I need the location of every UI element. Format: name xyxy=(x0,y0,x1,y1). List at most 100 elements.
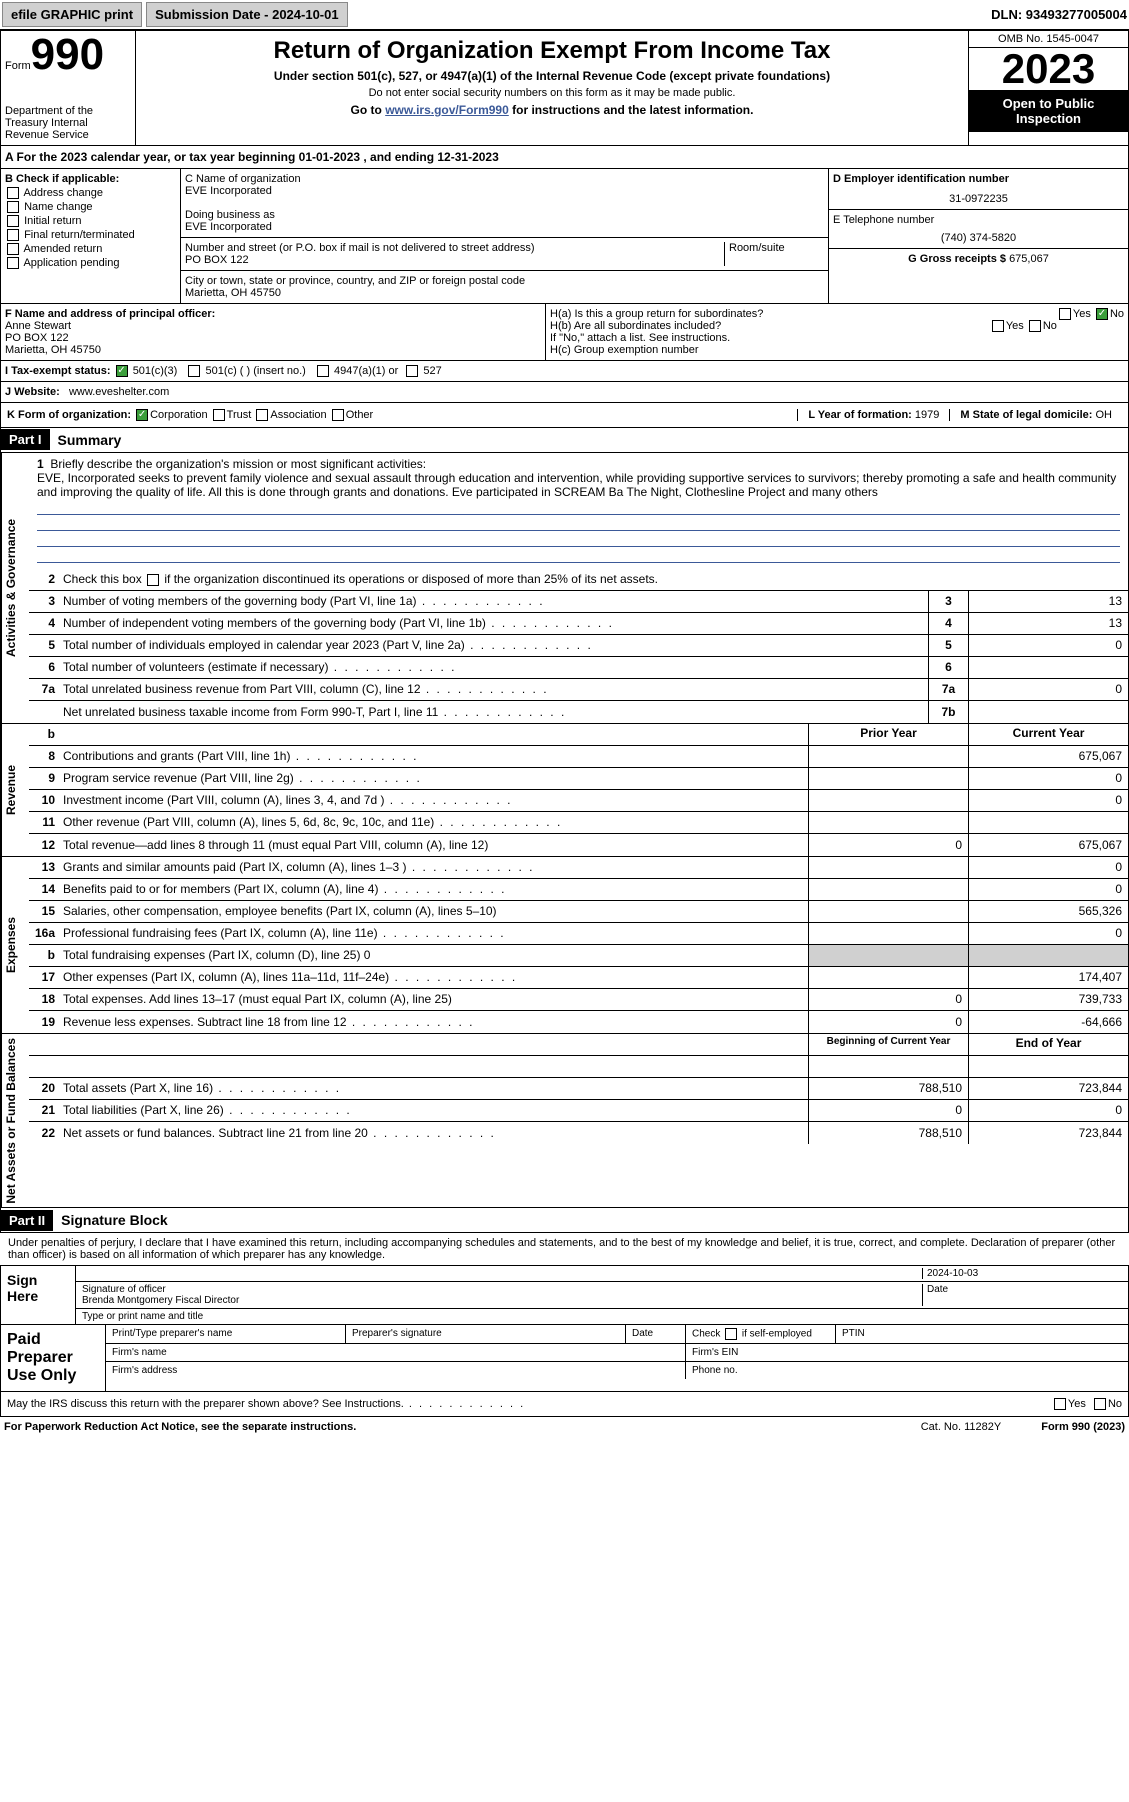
cb-initial[interactable]: Initial return xyxy=(5,215,176,227)
vtab-expenses: Expenses xyxy=(1,857,29,1033)
ptin: PTIN xyxy=(836,1325,1128,1343)
officer-addr1: PO BOX 122 xyxy=(5,332,69,344)
d-label: D Employer identification number xyxy=(833,173,1009,185)
c16a: 0 xyxy=(968,923,1128,944)
v4: 13 xyxy=(968,613,1128,634)
cb-final[interactable]: Final return/terminated xyxy=(5,229,176,241)
paperwork: For Paperwork Reduction Act Notice, see … xyxy=(4,1421,356,1433)
k-label: K Form of organization: xyxy=(7,409,131,421)
firm-ein: Firm's EIN xyxy=(686,1344,1128,1361)
cb-527[interactable] xyxy=(406,365,418,377)
paid-preparer: Paid Preparer Use Only xyxy=(1,1325,106,1391)
cb-4947[interactable] xyxy=(317,365,329,377)
irs-link[interactable]: www.irs.gov/Form990 xyxy=(385,103,509,117)
p21: 0 xyxy=(808,1100,968,1121)
submission-btn[interactable]: Submission Date - 2024-10-01 xyxy=(146,2,348,27)
org-addr: PO BOX 122 xyxy=(185,254,724,266)
officer-sig: Brenda Montgomery Fiscal Director xyxy=(82,1295,239,1306)
v3: 13 xyxy=(968,591,1128,612)
part1-label: Part I xyxy=(1,429,50,450)
part2-label: Part II xyxy=(1,1210,53,1231)
e-label: E Telephone number xyxy=(833,214,1124,226)
end-hdr: End of Year xyxy=(968,1034,1128,1055)
vtab-governance: Activities & Governance xyxy=(1,453,29,723)
cb-assoc[interactable] xyxy=(256,409,268,421)
dba-name: EVE Incorporated xyxy=(185,221,824,233)
ha-label: H(a) Is this a group return for subordin… xyxy=(550,308,763,320)
part1-title: Summary xyxy=(50,428,130,452)
firm-addr: Firm's address xyxy=(106,1362,686,1379)
subtitle-1: Under section 501(c), 527, or 4947(a)(1)… xyxy=(142,69,962,83)
cat-no: Cat. No. 11282Y xyxy=(921,1421,1002,1433)
c13: 0 xyxy=(968,857,1128,878)
vtab-revenue: Revenue xyxy=(1,724,29,856)
line10: Investment income (Part VIII, column (A)… xyxy=(59,791,808,809)
p12: 0 xyxy=(808,834,968,856)
sign-here: Sign Here xyxy=(1,1266,76,1324)
p18: 0 xyxy=(808,989,968,1010)
city-label: City or town, state or province, country… xyxy=(185,275,824,287)
line12: Total revenue—add lines 8 through 11 (mu… xyxy=(59,836,808,854)
v6 xyxy=(968,657,1128,678)
dept-text: Department of the Treasury Internal Reve… xyxy=(5,105,131,141)
efile-btn[interactable]: efile GRAPHIC print xyxy=(2,2,142,27)
discuss-text: May the IRS discuss this return with the… xyxy=(7,1398,525,1410)
line16a: Professional fundraising fees (Part IX, … xyxy=(59,924,808,942)
cb-501c3[interactable] xyxy=(116,365,128,377)
p22: 788,510 xyxy=(808,1122,968,1144)
g-label: G Gross receipts $ xyxy=(908,253,1006,265)
c19: -64,666 xyxy=(968,1011,1128,1033)
cb-501c[interactable] xyxy=(188,365,200,377)
tax-year-line: A For the 2023 calendar year, or tax yea… xyxy=(0,146,1129,169)
cb-address[interactable]: Address change xyxy=(5,187,176,199)
firm-name: Firm's name xyxy=(106,1344,686,1361)
check-b-label: B Check if applicable: xyxy=(5,173,119,185)
c17: 174,407 xyxy=(968,967,1128,988)
c20: 723,844 xyxy=(968,1078,1128,1099)
gross: 675,067 xyxy=(1009,253,1049,265)
v5: 0 xyxy=(968,635,1128,656)
form-footer: Form 990 (2023) xyxy=(1041,1421,1125,1433)
vtab-netassets: Net Assets or Fund Balances xyxy=(1,1034,29,1208)
i-label: I Tax-exempt status: xyxy=(5,365,111,377)
j-label: J Website: xyxy=(5,386,60,398)
v7a: 0 xyxy=(968,679,1128,700)
line20: Total assets (Part X, line 16) xyxy=(59,1079,808,1097)
officer-name: Anne Stewart xyxy=(5,320,71,332)
c-label: C Name of organization xyxy=(185,173,824,185)
cb-trust[interactable] xyxy=(213,409,225,421)
open-inspection: Open to Public Inspection xyxy=(969,90,1128,132)
line19: Revenue less expenses. Subtract line 18 … xyxy=(59,1013,808,1031)
c8: 675,067 xyxy=(968,746,1128,767)
line16b: Total fundraising expenses (Part IX, col… xyxy=(59,946,808,964)
discuss-yes[interactable] xyxy=(1054,1398,1066,1410)
line2: Check this box if the organization disco… xyxy=(59,570,1128,588)
hb-label: H(b) Are all subordinates included? xyxy=(550,320,721,332)
line7a: Total unrelated business revenue from Pa… xyxy=(59,680,928,698)
phone: (740) 374-5820 xyxy=(833,232,1124,244)
dln: DLN: 93493277005004 xyxy=(991,7,1127,22)
c11 xyxy=(968,812,1128,833)
subtitle-2: Do not enter social security numbers on … xyxy=(142,87,962,99)
c10: 0 xyxy=(968,790,1128,811)
sig-date: 2024-10-03 xyxy=(922,1268,1122,1279)
website-url: www.eveshelter.com xyxy=(69,386,169,398)
cb-corp[interactable] xyxy=(136,409,148,421)
cb-amended[interactable]: Amended return xyxy=(5,243,176,255)
mission-text: EVE, Incorporated seeks to prevent famil… xyxy=(37,471,1116,499)
cb-pending[interactable]: Application pending xyxy=(5,257,176,269)
ein: 31-0972235 xyxy=(833,193,1124,205)
beg-hdr: Beginning of Current Year xyxy=(808,1034,968,1055)
c12: 675,067 xyxy=(968,834,1128,856)
c9: 0 xyxy=(968,768,1128,789)
officer-addr2: Marietta, OH 45750 xyxy=(5,344,101,356)
discuss-no[interactable] xyxy=(1094,1398,1106,1410)
org-name: EVE Incorporated xyxy=(185,185,824,197)
check-if: Check if self-employed xyxy=(686,1325,836,1343)
line4: Number of independent voting members of … xyxy=(59,614,928,632)
line3: Number of voting members of the governin… xyxy=(59,592,928,610)
form-title: Return of Organization Exempt From Incom… xyxy=(142,37,962,65)
cb-other[interactable] xyxy=(332,409,344,421)
cb-name[interactable]: Name change xyxy=(5,201,176,213)
type-label: Type or print name and title xyxy=(76,1309,1128,1324)
